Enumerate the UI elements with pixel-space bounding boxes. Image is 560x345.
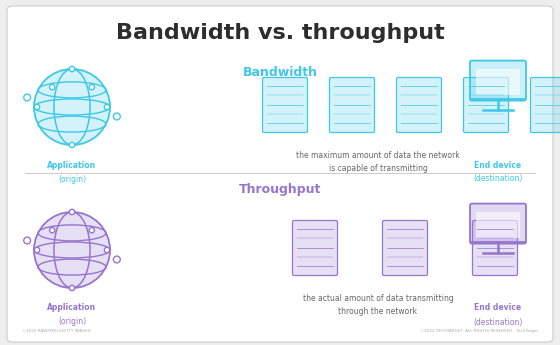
- FancyBboxPatch shape: [476, 212, 520, 238]
- Circle shape: [104, 104, 110, 110]
- Text: Bandwidth vs. throughput: Bandwidth vs. throughput: [115, 23, 445, 43]
- Text: the actual amount of data transmitting
through the network: the actual amount of data transmitting t…: [302, 294, 454, 316]
- Circle shape: [50, 228, 55, 233]
- FancyBboxPatch shape: [292, 220, 338, 276]
- Ellipse shape: [34, 212, 110, 288]
- Circle shape: [114, 256, 120, 263]
- Circle shape: [34, 247, 40, 253]
- Text: Throughput: Throughput: [239, 183, 321, 196]
- FancyBboxPatch shape: [396, 78, 441, 132]
- Text: (origin): (origin): [58, 175, 86, 184]
- Circle shape: [104, 247, 110, 253]
- Text: ©2022 RAWPIXEL/GETTY IMAGES: ©2022 RAWPIXEL/GETTY IMAGES: [22, 329, 91, 333]
- Text: Application: Application: [48, 304, 96, 313]
- FancyBboxPatch shape: [530, 78, 560, 132]
- Circle shape: [24, 237, 31, 244]
- Text: (origin): (origin): [58, 317, 86, 326]
- Circle shape: [50, 85, 55, 90]
- Text: (destination): (destination): [473, 317, 522, 326]
- Circle shape: [69, 209, 74, 215]
- FancyBboxPatch shape: [473, 220, 517, 276]
- Text: (destination): (destination): [473, 175, 522, 184]
- Circle shape: [114, 113, 120, 120]
- FancyBboxPatch shape: [7, 6, 553, 342]
- FancyBboxPatch shape: [476, 69, 520, 95]
- Text: Bandwidth: Bandwidth: [242, 67, 318, 79]
- FancyBboxPatch shape: [470, 204, 526, 244]
- FancyBboxPatch shape: [470, 61, 526, 101]
- Text: the maximum amount of data the network
is capable of transmitting: the maximum amount of data the network i…: [296, 151, 460, 173]
- Circle shape: [34, 104, 40, 110]
- Circle shape: [69, 285, 74, 290]
- Circle shape: [89, 228, 95, 233]
- FancyBboxPatch shape: [464, 78, 508, 132]
- Text: End device: End device: [474, 160, 521, 169]
- FancyBboxPatch shape: [382, 220, 427, 276]
- Text: ©2022 TECHTARGET. ALL RIGHTS RESERVED.  TechTarget: ©2022 TECHTARGET. ALL RIGHTS RESERVED. T…: [420, 329, 538, 333]
- Circle shape: [69, 66, 74, 72]
- Circle shape: [89, 85, 95, 90]
- Text: Application: Application: [48, 160, 96, 169]
- FancyBboxPatch shape: [329, 78, 375, 132]
- FancyBboxPatch shape: [263, 78, 307, 132]
- Text: End device: End device: [474, 304, 521, 313]
- Ellipse shape: [34, 69, 110, 145]
- Circle shape: [69, 142, 74, 148]
- Circle shape: [24, 94, 31, 101]
